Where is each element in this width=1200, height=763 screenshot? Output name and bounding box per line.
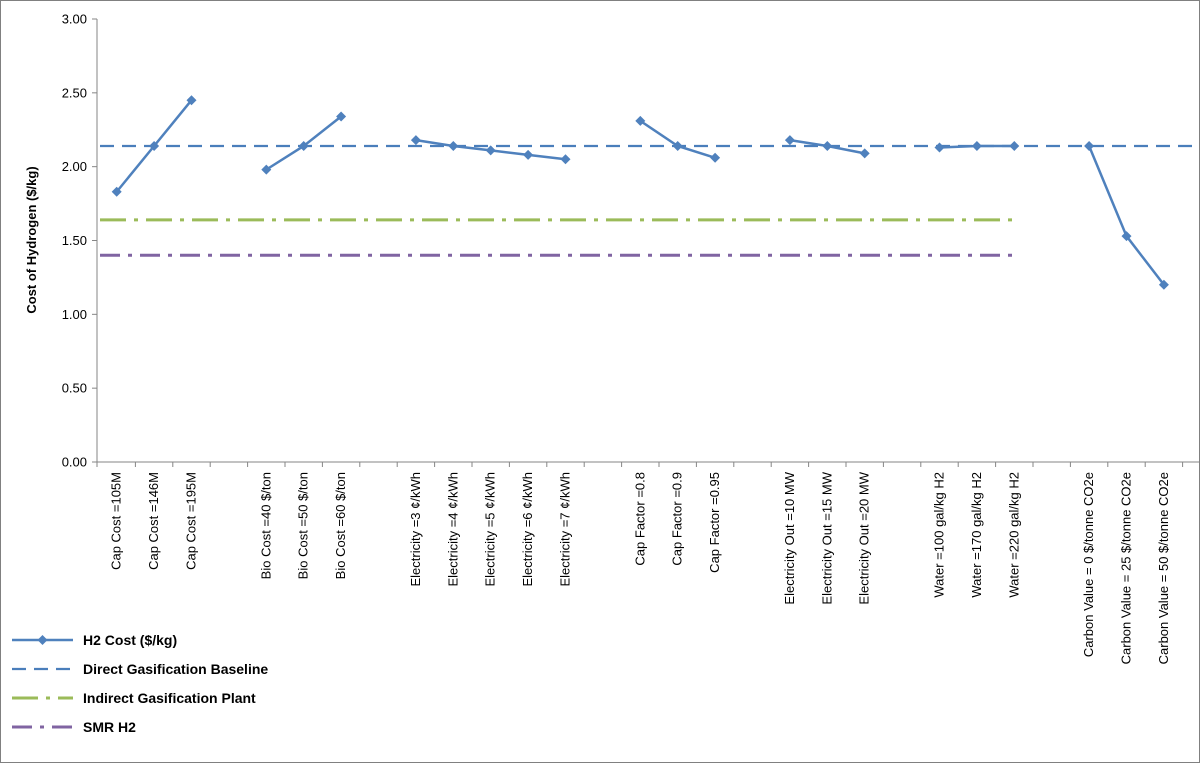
category-label: Cap Factor =0.95: [707, 472, 722, 573]
h2-cost-point: [822, 140, 833, 151]
h2-cost-point: [1009, 140, 1020, 151]
axes: [92, 18, 1199, 467]
legend-swatch-marker: [37, 635, 48, 645]
category-label: Carbon Value = 50 $/tonne CO2e: [1156, 472, 1171, 664]
category-label: Bio Cost =60 $/ton: [333, 472, 348, 579]
h2-cost-point: [635, 115, 646, 126]
h2-cost-point: [485, 145, 496, 156]
h2-cost-point: [784, 135, 795, 146]
category-label: Cap Cost =195M: [184, 472, 199, 570]
category-label: Carbon Value = 25 $/tonne CO2e: [1119, 472, 1134, 664]
y-tick-label: 1.00: [62, 307, 87, 322]
h2-cost-point: [261, 164, 272, 175]
category-label: Cap Factor =0.8: [632, 472, 647, 566]
y-tick-label: 0.50: [62, 381, 87, 396]
x-axis-labels: Cap Cost =105M Cap Cost =146M Cap Cost =19…: [109, 471, 1171, 664]
legend-label: H2 Cost ($/kg): [83, 632, 177, 648]
y-axis-labels: Cost of Hydrogen ($/kg) 0.00 0.50 1.00 1.50…: [24, 12, 87, 470]
category-label: Bio Cost =50 $/ton: [296, 472, 311, 579]
y-tick-label: 0.00: [62, 455, 87, 470]
h2-cost-point: [560, 154, 571, 165]
category-label: Water =220 gal/kg H2: [1006, 472, 1021, 598]
h2-cost-point: [1158, 279, 1169, 290]
category-label: Electricity =7 ¢/kWh: [558, 472, 573, 587]
category-label: Water =100 gal/kg H2: [932, 472, 947, 598]
category-label: Carbon Value = 0 $/tonne CO2e: [1081, 472, 1096, 657]
category-label: Cap Cost =146M: [146, 472, 161, 570]
y-axis-title: Cost of Hydrogen ($/kg): [24, 166, 39, 313]
category-label: Electricity =4 ¢/kWh: [445, 472, 460, 587]
y-tick-label: 2.00: [62, 159, 87, 174]
h2-cost-point: [710, 152, 721, 163]
h2-cost-point: [149, 140, 160, 151]
h2-cost-point: [410, 135, 421, 146]
category-label: Electricity Out =20 MW: [857, 471, 872, 604]
category-label: Electricity =5 ¢/kWh: [483, 472, 498, 587]
category-label: Electricity Out =10 MW: [782, 471, 797, 604]
category-label: Bio Cost =40 $/ton: [258, 472, 273, 579]
h2-cost-point: [336, 111, 347, 122]
h2-cost-point: [448, 140, 459, 151]
legend-label: Direct Gasification Baseline: [83, 661, 268, 677]
series-layer: [111, 95, 1169, 290]
h2-cost-point: [934, 142, 945, 153]
category-label: Electricity =6 ¢/kWh: [520, 472, 535, 587]
y-tick-label: 1.50: [62, 233, 87, 248]
h2-cost-point: [1084, 140, 1095, 151]
y-tick-label: 2.50: [62, 85, 87, 100]
legend-label: Indirect Gasification Plant: [83, 690, 256, 706]
category-label: Electricity =3 ¢/kWh: [408, 472, 423, 587]
legend-label: SMR H2: [83, 719, 136, 735]
h2-cost-point: [971, 140, 982, 151]
h2-cost-point: [859, 148, 870, 159]
h2-cost-point: [186, 95, 197, 106]
category-label: Water =170 gal/kg H2: [969, 472, 984, 598]
h2-cost-point: [523, 149, 534, 160]
category-label: Electricity Out =15 MW: [819, 471, 834, 604]
h2-cost-point: [111, 186, 122, 197]
h2-cost-point: [672, 140, 683, 151]
category-label: Cap Factor =0.9: [670, 472, 685, 566]
category-label: Cap Cost =105M: [109, 472, 124, 570]
legend: H2 Cost ($/kg) Direct Gasification Baseli…: [12, 632, 268, 735]
y-tick-label: 3.00: [62, 12, 87, 27]
h2-cost-point: [298, 140, 309, 151]
h2-cost-point: [1121, 231, 1132, 242]
